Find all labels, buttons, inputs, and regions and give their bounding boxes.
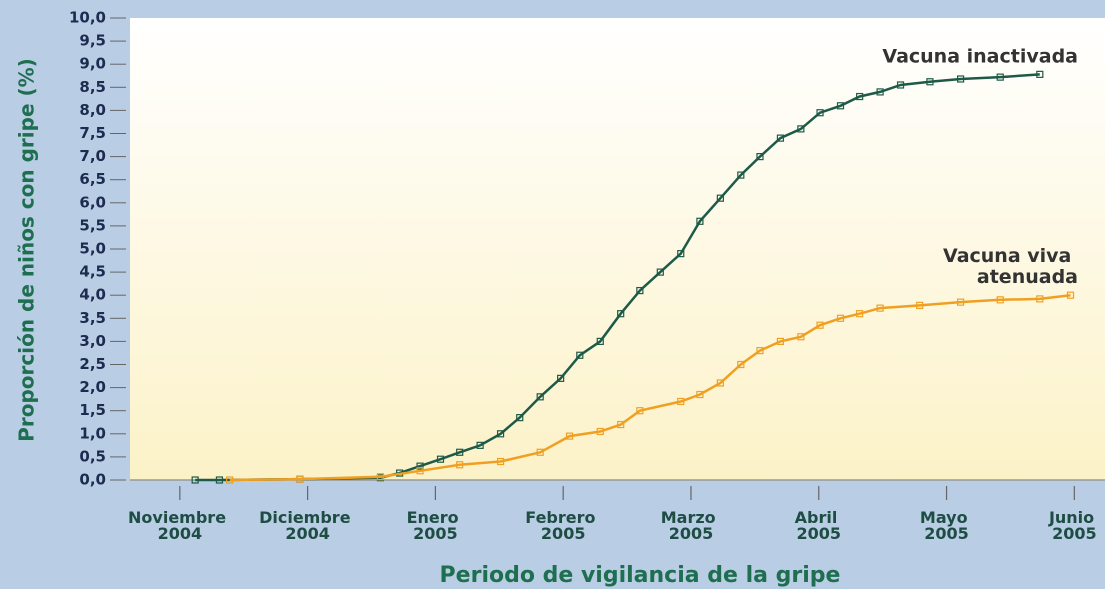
y-tick-label: 8,5 xyxy=(79,78,106,96)
series-marker xyxy=(215,476,224,484)
series-marker xyxy=(596,427,604,436)
series-marker xyxy=(1066,291,1075,299)
x-axis-title: Periodo de vigilancia de la gripe xyxy=(440,563,841,588)
series-marker xyxy=(916,301,924,309)
y-tick-label: 2,0 xyxy=(79,378,106,396)
y-tick-label: 7,5 xyxy=(79,124,106,142)
series-marker xyxy=(996,296,1004,304)
y-tick-label: 5,0 xyxy=(79,240,106,258)
y-tick-label: 6,0 xyxy=(79,193,106,211)
y-tick-label: 8,0 xyxy=(79,101,106,119)
series-marker xyxy=(876,304,884,312)
x-tick-label: Marzo 2005 xyxy=(661,508,721,543)
series-marker xyxy=(656,268,664,276)
series-marker xyxy=(576,351,584,359)
series-line xyxy=(229,293,1071,482)
x-tick-label: Noviembre 2004 xyxy=(128,508,232,543)
series-marker xyxy=(836,102,845,110)
series-label: Vacuna viva atenuada xyxy=(943,245,1078,288)
series-marker xyxy=(1036,295,1044,303)
x-tick-label: Junio 2005 xyxy=(1048,508,1100,543)
series-marker xyxy=(636,407,644,415)
series-marker xyxy=(836,314,845,322)
series-marker xyxy=(856,92,864,101)
series-marker xyxy=(816,109,824,117)
y-tick-label: 4,5 xyxy=(79,263,106,281)
y-tick-label: 7,0 xyxy=(79,147,106,165)
x-tick-label: Enero 2005 xyxy=(407,508,465,543)
series-marker xyxy=(617,310,625,318)
x-tick-label: Abril 2005 xyxy=(795,508,843,543)
series-marker xyxy=(996,73,1004,81)
series-marker xyxy=(296,475,304,483)
series-marker xyxy=(476,441,484,449)
series-label: Vacuna inactivada xyxy=(882,46,1078,68)
series-marker xyxy=(536,448,544,456)
y-axis-title: Proporción de niños con gripe (%) xyxy=(15,58,39,442)
series-marker xyxy=(226,476,234,484)
y-tick-label: 6,5 xyxy=(79,170,106,188)
series-marker xyxy=(756,153,764,161)
series-marker xyxy=(191,476,199,484)
series-marker xyxy=(516,414,524,422)
x-tick-label: Febrero 2005 xyxy=(525,508,601,543)
series-marker xyxy=(797,333,805,341)
y-tick-label: 3,0 xyxy=(79,332,106,350)
series-marker xyxy=(816,321,824,329)
y-tick-label: 1,5 xyxy=(79,401,106,419)
series-marker xyxy=(1036,70,1044,78)
y-tick-label: 9,0 xyxy=(79,55,106,73)
series-marker xyxy=(436,455,445,463)
plot-area xyxy=(130,18,1105,480)
series-marker xyxy=(856,310,864,318)
series-marker xyxy=(416,467,424,475)
series-marker xyxy=(565,432,574,440)
series-marker xyxy=(416,462,424,470)
y-tick-label: 4,0 xyxy=(79,286,106,304)
series-marker xyxy=(737,360,745,369)
x-tick-label: Diciembre 2004 xyxy=(259,508,356,543)
series-marker xyxy=(876,88,884,96)
series-marker xyxy=(896,81,905,89)
series-marker xyxy=(957,298,965,306)
series-marker xyxy=(536,393,544,401)
series-line xyxy=(195,73,1040,482)
series-marker xyxy=(456,461,464,469)
y-tick-label: 9,5 xyxy=(79,32,106,50)
series-marker xyxy=(926,78,934,86)
series-marker xyxy=(776,134,785,142)
series-marker xyxy=(376,473,385,481)
series-marker xyxy=(756,347,764,355)
series-marker xyxy=(716,194,724,202)
series-marker xyxy=(696,390,704,399)
series-marker xyxy=(636,286,644,295)
series-marker xyxy=(957,75,965,83)
series-marker xyxy=(596,337,604,345)
x-tick-label: Mayo 2005 xyxy=(920,508,973,543)
series-marker xyxy=(617,420,625,429)
y-tick-label: 2,5 xyxy=(79,355,106,373)
series-marker xyxy=(496,457,505,466)
series-marker xyxy=(677,397,685,406)
y-tick-label: 5,5 xyxy=(79,216,106,234)
y-tick-label: 0,0 xyxy=(79,471,106,489)
series-marker xyxy=(496,430,505,438)
series-marker xyxy=(557,374,565,382)
series-marker xyxy=(677,250,685,258)
y-tick-label: 1,0 xyxy=(79,424,106,442)
y-tick-label: 10,0 xyxy=(69,9,106,27)
series-marker xyxy=(797,125,805,133)
series-marker xyxy=(776,337,785,345)
series-marker xyxy=(696,217,704,225)
series-marker xyxy=(456,448,464,456)
series-marker xyxy=(737,171,745,179)
y-tick-label: 3,5 xyxy=(79,309,106,327)
y-tick-label: 0,5 xyxy=(79,447,106,465)
series-marker xyxy=(716,379,724,387)
